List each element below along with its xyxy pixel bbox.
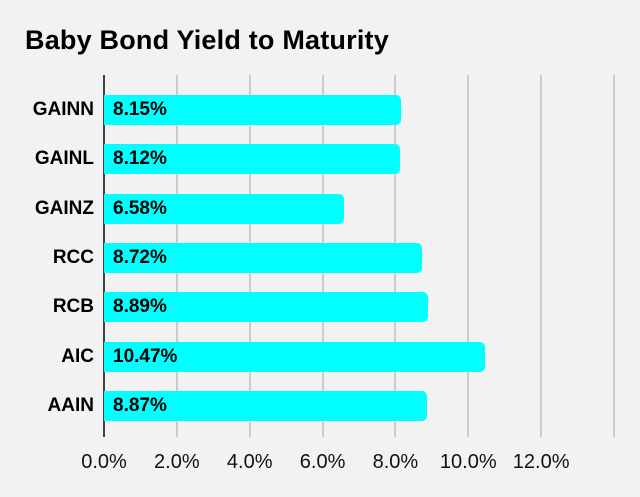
plot-area: GAINN 8.15% GAINL 8.12% GAINZ 6.58% RCC 8.72% RC… [33, 75, 615, 437]
x-tick-label: 4.0% [226, 451, 273, 473]
value-label: 8.72% [113, 246, 167, 268]
category-label: RCC [52, 246, 94, 268]
gridline [613, 75, 615, 437]
value-label: 8.15% [113, 99, 167, 120]
gridline [540, 75, 543, 437]
bar-row: AAIN 8.87% [48, 390, 614, 421]
value-label: 8.12% [113, 148, 167, 170]
x-tick-label: 12.0% [512, 451, 570, 473]
bar-row: RCC 8.72% [53, 242, 614, 273]
x-tick-label: 2.0% [154, 451, 200, 473]
value-label: 6.58% [113, 197, 167, 219]
bar-row: RCB 8.89% [53, 292, 614, 323]
bar-row: GAINN 8.15% [33, 95, 614, 125]
bar-row: GAINZ 6.58% [35, 193, 614, 224]
value-label: 8.87% [113, 394, 167, 416]
bar-row: GAINL 8.12% [35, 144, 614, 175]
x-axis: 0.0% 2.0% 4.0% 6.0% 8.0% 10.0% 12.0% [81, 451, 614, 477]
bar: 8.87% [104, 390, 428, 421]
category-label: GAINL [34, 148, 94, 170]
category-label: AIC [61, 345, 94, 367]
category-label: RCB [52, 296, 94, 318]
category-label: GAINN [32, 99, 94, 120]
value-label: 8.89% [113, 296, 167, 318]
chart-title: Baby Bond Yield to Maturity [25, 25, 389, 55]
bar: 8.89% [104, 292, 428, 323]
bar: 8.15% [104, 95, 401, 125]
bar: 8.72% [104, 242, 422, 273]
bar: 10.47% [104, 341, 486, 372]
gridline [467, 75, 470, 437]
x-tick-label: 0.0% [81, 451, 127, 473]
value-label: 10.47% [113, 345, 178, 367]
bar: 6.58% [104, 193, 344, 224]
x-tick-label: 8.0% [372, 451, 419, 473]
bar-row: AIC 10.47% [61, 341, 614, 372]
x-tick-label: 6.0% [299, 451, 346, 473]
category-label: GAINZ [34, 197, 94, 219]
bar: 8.12% [104, 144, 400, 175]
category-label: AAIN [47, 394, 94, 416]
x-tick-label: 10.0% [439, 451, 497, 473]
bars-layer: GAINN 8.15% GAINL 8.12% GAINZ 6.58% RCC 8.72% RC… [33, 75, 614, 437]
